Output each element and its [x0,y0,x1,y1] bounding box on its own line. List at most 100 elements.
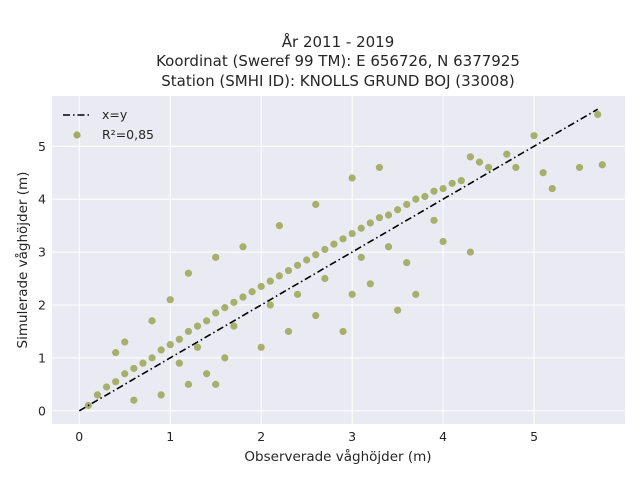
scatter-point [230,298,238,306]
scatter-point [512,163,520,172]
scatter-point [421,192,429,201]
scatter-point [384,243,393,251]
y-tick-label: 4 [38,192,46,207]
scatter-point [539,169,547,177]
scatter-point [239,293,247,301]
scatter-point [403,259,411,267]
scatter-point [457,177,465,185]
scatter-point [284,266,293,275]
reference-line-layer [78,108,599,412]
scatter-point [384,211,393,219]
scatter-point [293,290,302,298]
scatter-point [184,380,193,388]
scatter-point [275,272,283,280]
scatter-point [439,184,447,193]
y-tick-label: 2 [38,297,46,312]
y-tick-label: 0 [38,403,46,418]
scatter-point [594,110,602,119]
scatter-point [484,163,493,172]
tick-labels: 0 1 2 3 4 5 0 1 2 3 4 5 [38,139,538,444]
scatter-point [93,391,102,399]
legend-label-line: x=y [102,107,128,122]
y-tick-label: 3 [38,245,46,260]
x-tick-label: 3 [348,429,356,444]
x-axis-label: Observerade våghöjder (m) [244,448,431,465]
scatter-point [466,248,474,256]
scatter-point [312,251,320,259]
title-line-1: År 2011 - 2019 [282,32,395,51]
scatter-point [412,290,420,298]
scatter-point [394,206,402,214]
scatter-point [193,343,202,351]
scatter-point [530,132,538,140]
scatter-point [430,187,438,195]
scatter-point [598,161,606,169]
scatter-point [439,237,447,246]
y-tick-label: 5 [38,139,46,154]
scatter-point [203,317,211,325]
scatter-point [203,370,211,378]
scatter-point [148,354,156,362]
scatter-point [257,282,265,291]
scatter-point [321,274,329,283]
scatter-point [221,354,229,362]
scatter-point [312,311,320,320]
plot-area [52,96,625,424]
y-tick-label: 1 [38,350,46,365]
scatter-point [157,346,165,354]
scatter-point [548,184,556,193]
scatter-point [284,327,293,336]
scatter-point [157,391,165,399]
scatter-point [266,301,274,309]
scatter-point [348,229,356,238]
scatter-point [148,317,156,325]
scatter-point [339,327,347,336]
scatter-point [130,364,138,373]
x-tick-label: 4 [439,429,447,444]
scatter-point [275,222,283,230]
scatter-point [321,245,329,254]
title-line-2: Koordinat (Sweref 99 TM): E 656726, N 63… [156,52,520,70]
scatter-point [166,341,174,349]
scatter-point [357,224,365,232]
scatter-point [221,304,229,312]
scatter-point [394,306,402,314]
scatter-point [184,327,193,336]
scatter-point [166,296,174,304]
y-axis-label: Simulerade våghöjder (m) [14,172,31,349]
legend-label-marker: R²=0,85 [102,127,154,142]
title-line-3: Station (SMHI ID): KNOLLS GRUND BOJ (330… [161,72,514,90]
scatter-point [112,378,120,386]
scatter-point [139,359,147,367]
scatter-point [357,253,365,261]
scatter-point [466,153,474,161]
scatter-point [257,343,265,351]
scatter-point [366,219,374,227]
scatter-point [348,174,356,182]
scatter-point [102,383,111,391]
scatter-point [403,200,411,209]
scatter-point [121,338,129,346]
scatter-point [230,322,238,330]
chart-title: År 2011 - 2019 Koordinat (Sweref 99 TM):… [156,32,520,90]
scatter-point [212,380,220,388]
x-tick-label: 5 [530,429,538,444]
x-tick-label: 0 [75,429,83,444]
scatter-point [448,179,456,187]
scatter-point [503,150,511,158]
scatter-point [348,290,356,298]
scatter-point [175,335,183,343]
x-tick-label: 1 [166,429,174,444]
grid-lines [52,96,625,424]
scatter-point [303,256,311,264]
legend: x=y R²=0,85 [63,107,154,142]
scatter-point [312,200,320,209]
scatter-point [112,348,120,357]
scatter-point [475,158,484,166]
scatter-point [175,359,183,367]
scatter-point [293,261,302,269]
scatter-point [339,235,347,243]
scatter-point [575,163,584,172]
